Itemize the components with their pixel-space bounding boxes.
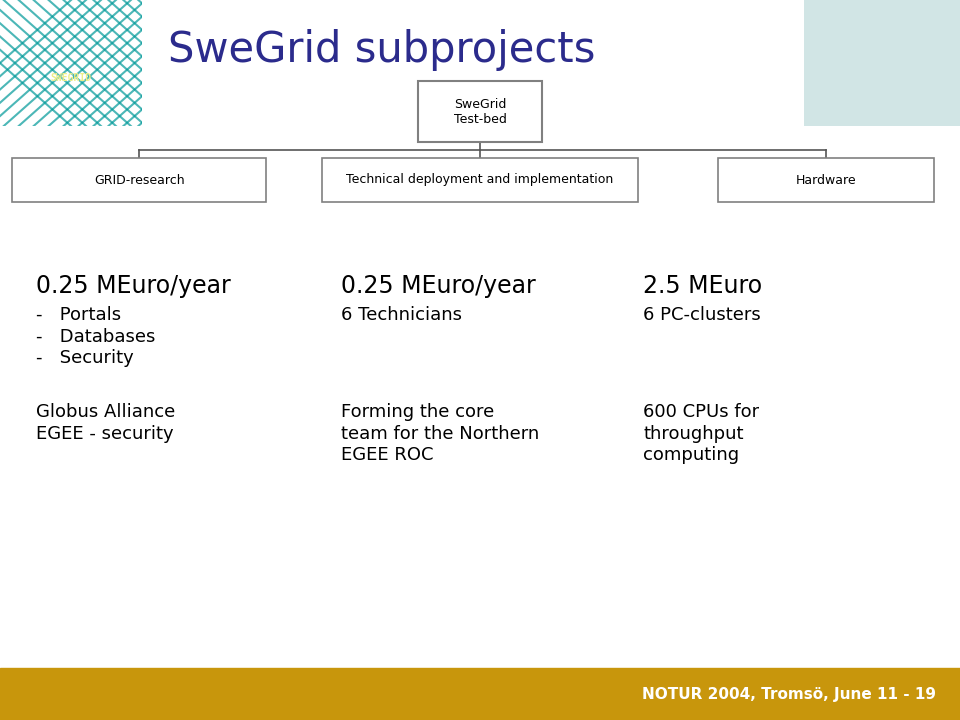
- Text: computing: computing: [643, 446, 739, 464]
- Text: -   Portals: - Portals: [36, 306, 122, 324]
- Text: SWEGRID: SWEGRID: [51, 73, 91, 83]
- Text: Hardware: Hardware: [795, 174, 856, 186]
- Text: team for the Northern: team for the Northern: [341, 425, 540, 443]
- Text: -   Databases: - Databases: [36, 328, 156, 346]
- FancyBboxPatch shape: [717, 158, 933, 202]
- Text: Forming the core: Forming the core: [341, 403, 494, 421]
- FancyBboxPatch shape: [418, 81, 542, 143]
- Text: SweGrid subprojects: SweGrid subprojects: [168, 29, 595, 71]
- FancyBboxPatch shape: [322, 158, 638, 202]
- Text: 6 PC-clusters: 6 PC-clusters: [643, 306, 761, 324]
- Text: Globus Alliance: Globus Alliance: [36, 403, 176, 421]
- Text: 2.5 MEuro: 2.5 MEuro: [643, 274, 762, 297]
- Text: Technical deployment and implementation: Technical deployment and implementation: [347, 174, 613, 186]
- Text: -   Security: - Security: [36, 349, 134, 367]
- Text: 0.25 MEuro/year: 0.25 MEuro/year: [341, 274, 536, 297]
- Text: 6 Technicians: 6 Technicians: [341, 306, 462, 324]
- Text: EGEE ROC: EGEE ROC: [341, 446, 433, 464]
- FancyBboxPatch shape: [12, 158, 266, 202]
- Text: throughput: throughput: [643, 425, 744, 443]
- Bar: [0, 668, 960, 720]
- Text: SweGrid
Test-bed: SweGrid Test-bed: [453, 98, 507, 125]
- Text: 600 CPUs for: 600 CPUs for: [643, 403, 759, 421]
- Text: GRID-research: GRID-research: [94, 174, 184, 186]
- Text: EGEE - security: EGEE - security: [36, 425, 174, 443]
- Text: 0.25 MEuro/year: 0.25 MEuro/year: [36, 274, 231, 297]
- Text: NOTUR 2004, Tromsö, June 11 - 19: NOTUR 2004, Tromsö, June 11 - 19: [642, 687, 936, 701]
